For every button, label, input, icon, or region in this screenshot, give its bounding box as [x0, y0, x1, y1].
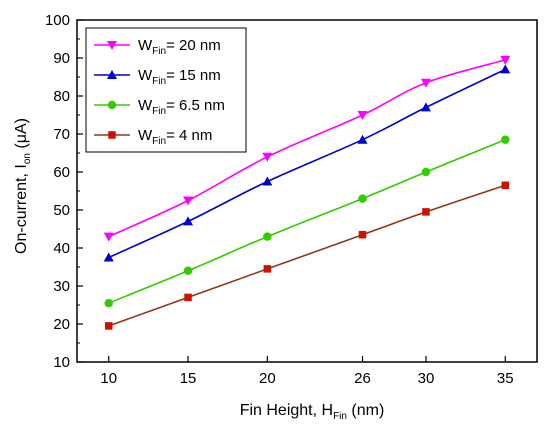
series-line	[108, 59, 506, 238]
x-tick-label: 10	[100, 370, 117, 387]
series-line	[108, 68, 506, 259]
y-tick-label: 40	[53, 240, 70, 257]
data-point	[263, 265, 272, 273]
data-point	[103, 252, 114, 262]
series-line	[108, 184, 506, 327]
data-point	[183, 266, 193, 276]
data-point	[357, 134, 368, 144]
data-point	[421, 167, 431, 177]
data-point	[501, 181, 510, 190]
x-tick-label: 35	[497, 370, 514, 387]
axis-ticks: 10 20 30 40 50 60 70 80 90 100 10 15 20 26 30 35	[45, 12, 514, 387]
x-axis-title-unit: (nm)	[347, 402, 384, 419]
series-2	[103, 64, 511, 262]
data-point	[501, 135, 510, 144]
y-axis-title-sub: on	[22, 153, 33, 164]
x-tick-label: 15	[180, 370, 197, 387]
y-tick-label: 50	[53, 202, 70, 219]
y-axis-title-main: On-current, I	[13, 164, 30, 254]
x-axis-title: Fin Height, HFin (nm)	[240, 402, 385, 422]
data-point	[184, 293, 192, 302]
data-point	[183, 196, 194, 206]
data-point	[183, 216, 194, 226]
series-group	[103, 55, 511, 330]
y-tick-label: 100	[45, 12, 70, 29]
x-axis-title-sub: Fin	[333, 411, 347, 422]
legend-marker	[107, 41, 117, 50]
legend: WFin= 20 nm WFin= 15 nm WFin= 6.5 nm WFin= …	[85, 27, 247, 153]
y-tick-label: 10	[53, 354, 70, 371]
series-4	[104, 181, 510, 330]
data-point	[104, 322, 113, 330]
legend-label: WFin= 20 nm	[138, 37, 221, 57]
x-tick-label: 20	[259, 370, 276, 387]
y-axis-title: On-current, Ion (μA)	[13, 118, 33, 254]
y-tick-label: 30	[53, 278, 70, 295]
series-line	[108, 138, 506, 304]
data-point	[420, 78, 431, 88]
data-point	[500, 64, 511, 74]
data-point	[104, 298, 113, 308]
data-point	[262, 176, 273, 186]
legend-marker	[108, 131, 116, 139]
data-point	[358, 230, 367, 239]
legend-label: WFin= 4 nm	[138, 127, 212, 147]
legend-label: WFin= 15 nm	[138, 67, 221, 87]
y-tick-label: 70	[53, 126, 70, 143]
data-point	[500, 55, 511, 65]
x-axis-title-main: Fin Height, H	[240, 402, 333, 419]
legend-entry: WFin= 4 nm	[94, 127, 212, 147]
series-3	[104, 135, 510, 308]
legend-marker	[107, 70, 117, 79]
x-tick-label: 30	[418, 370, 435, 387]
data-point	[358, 194, 367, 203]
legend-entry: WFin= 6.5 nm	[94, 97, 225, 117]
data-point	[420, 102, 431, 112]
legend-marker	[107, 100, 117, 110]
data-point	[422, 208, 430, 216]
y-tick-label: 90	[53, 50, 70, 67]
y-tick-label: 20	[53, 316, 70, 333]
y-tick-label: 80	[53, 88, 70, 105]
data-point	[103, 232, 114, 242]
legend-entry: WFin= 20 nm	[94, 37, 221, 57]
data-point	[263, 232, 272, 241]
data-point	[262, 152, 273, 162]
series-1	[103, 55, 511, 242]
legend-entry: WFin= 15 nm	[94, 67, 221, 87]
data-point	[357, 111, 368, 120]
y-tick-label: 60	[53, 164, 70, 181]
x-tick-label: 26	[354, 370, 371, 387]
legend-label: WFin= 6.5 nm	[138, 97, 225, 117]
y-axis-title-unit: (μA)	[13, 118, 30, 153]
